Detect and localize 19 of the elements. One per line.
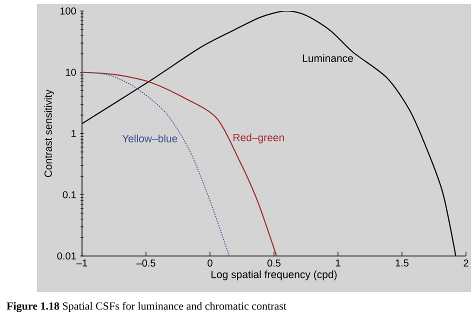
text: Figure 1.18 Spatial CSFs for luminance and chromatic contrast <box>6 302 286 312</box>
y-tick-label: 1 <box>72 130 76 137</box>
x-tick-label: 1.5 <box>396 260 409 266</box>
x-tick-label: –0.5 <box>136 260 156 267</box>
x-tick-label: –1 <box>76 260 88 266</box>
series-label: Yellow–blue <box>122 134 178 142</box>
x-tick-label: 0 <box>208 260 212 267</box>
y-tick-label: 10 <box>66 68 76 76</box>
series-label: Luminance <box>302 54 353 62</box>
x-tick-label: 2 <box>464 260 468 267</box>
y-tick-label: 0.1 <box>62 191 76 198</box>
x-tick-label: 0.5 <box>267 260 281 267</box>
y-axis-title: Contrast sensitivity <box>44 89 54 178</box>
y-tick-label: 100 <box>60 7 76 15</box>
y-tick-label: 0.01 <box>57 252 76 260</box>
x-tick-label: 1 <box>336 260 340 266</box>
x-axis-title: Log spatial frequency (cpd) <box>212 270 337 280</box>
line-series <box>82 72 230 256</box>
series-label: Red–green <box>234 134 284 144</box>
